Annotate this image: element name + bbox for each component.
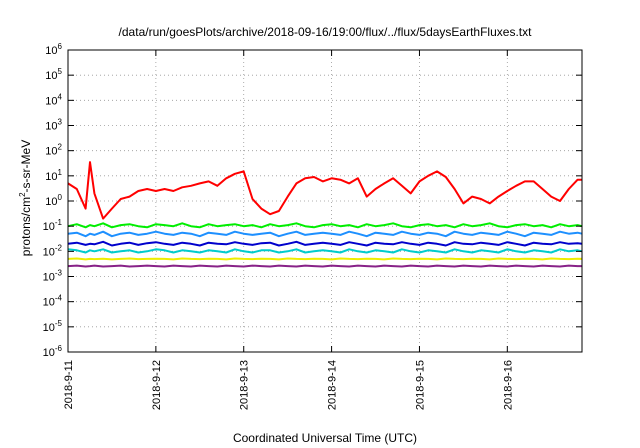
y-tick-exponent: -6	[55, 344, 63, 353]
y-tick-label: 100	[45, 193, 62, 208]
y-tick-base: 10	[43, 322, 55, 334]
y-tick-base: 10	[45, 70, 57, 82]
y-tick-base: 10	[45, 146, 57, 158]
y-tick-exponent: -2	[55, 243, 63, 252]
y-tick-exponent: -3	[55, 269, 63, 278]
y-tick-label: 104	[45, 92, 62, 107]
series-line-3	[67, 240, 583, 247]
y-tick-exponent: 2	[58, 143, 63, 152]
x-axis: 2018-9-11 2018-9-12 2018-9-13 2018-9-14 2018…	[63, 50, 514, 410]
y-tick-base: 10	[45, 45, 57, 57]
x-axis-label: Coordinated Universal Time (UTC)	[233, 431, 417, 445]
y-label-pre: protons/cm	[19, 197, 33, 256]
grid	[68, 50, 582, 352]
y-tick-base: 10	[45, 95, 57, 107]
y-tick-base: 10	[43, 246, 55, 258]
series-line-6	[67, 264, 582, 268]
y-tick-base: 10	[43, 297, 55, 309]
y-tick-base: 10	[45, 171, 57, 183]
y-tick-exponent: 1	[58, 168, 63, 177]
y-tick-label: 101	[45, 168, 62, 183]
y-axis: 10-610-510-410-310-210-11001011021031041…	[43, 42, 582, 359]
x-tick-label: 2018-9-14	[327, 360, 339, 410]
series-line-0	[67, 161, 582, 220]
y-tick-label: 10-3	[43, 269, 63, 284]
chart-title: /data/run/goesPlots/archive/2018-09-16/1…	[119, 25, 533, 39]
y-tick-label: 106	[45, 42, 62, 57]
y-tick-exponent: 4	[58, 92, 63, 101]
x-tick-label: 2018-9-16	[502, 360, 514, 410]
y-label-sup: 2	[18, 192, 27, 197]
x-tick-label: 2018-9-12	[151, 360, 163, 410]
y-tick-base: 10	[43, 347, 55, 359]
x-tick-label: 2018-9-15	[414, 360, 426, 410]
y-tick-label: 10-6	[43, 344, 63, 359]
y-tick-label: 102	[45, 143, 62, 158]
y-tick-exponent: 6	[58, 42, 63, 51]
y-tick-base: 10	[43, 221, 55, 233]
series-line-1	[67, 222, 583, 229]
y-tick-label: 105	[45, 67, 62, 82]
series-line-4	[67, 248, 583, 254]
y-tick-exponent: 0	[58, 193, 63, 202]
y-tick-base: 10	[45, 121, 57, 133]
y-tick-base: 10	[43, 272, 55, 284]
x-tick-label: 2018-9-11	[63, 360, 75, 409]
x-tick-label: 2018-9-13	[239, 360, 251, 410]
y-tick-label: 10-2	[43, 243, 63, 258]
y-tick-exponent: -5	[55, 319, 63, 328]
y-tick-exponent: 5	[58, 67, 63, 76]
y-axis-label: protons/cm2-s-sr-MeV	[18, 140, 33, 256]
y-tick-exponent: -4	[55, 294, 63, 303]
y-tick-exponent: -1	[55, 218, 63, 227]
y-tick-label: 10-4	[43, 294, 63, 309]
series-lines	[67, 161, 583, 268]
y-tick-label: 103	[45, 118, 62, 133]
y-tick-label: 10-1	[43, 218, 63, 233]
y-label-post: -s-sr-MeV	[19, 140, 33, 193]
y-tick-base: 10	[45, 196, 57, 208]
series-line-5	[67, 257, 583, 261]
series-line-2	[67, 230, 583, 238]
y-tick-exponent: 3	[58, 118, 63, 127]
y-tick-label: 10-5	[43, 319, 63, 334]
